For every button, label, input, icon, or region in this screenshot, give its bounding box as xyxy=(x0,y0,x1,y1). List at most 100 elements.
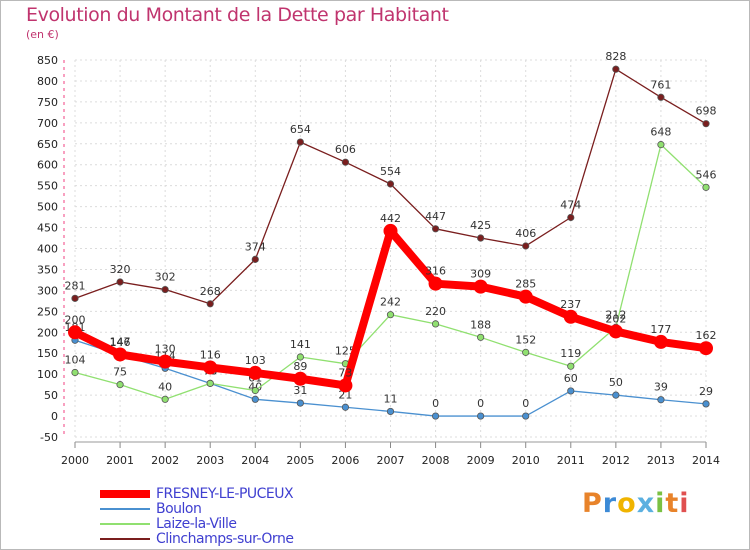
data-label-fresney-le-puceux: 200 xyxy=(65,313,86,326)
legend-item-clinchamps-sur-orne: Clinchamps-sur-Orne xyxy=(100,530,294,547)
data-label-laize-la-ville: 188 xyxy=(470,318,491,331)
data-label-clinchamps-sur-orne: 374 xyxy=(245,240,266,253)
data-point-clinchamps-sur-orne xyxy=(522,242,530,250)
data-point-fresney-le-puceux xyxy=(428,276,443,291)
data-point-fresney-le-puceux xyxy=(608,324,623,339)
legend-item-laize-la-ville: Laize-la-Ville xyxy=(100,515,293,532)
data-point-clinchamps-sur-orne xyxy=(296,138,304,146)
data-point-boulon xyxy=(296,399,304,407)
y-tick-label: -50 xyxy=(40,431,58,444)
y-tick-label: 100 xyxy=(37,368,58,381)
legend-swatch xyxy=(100,522,150,525)
data-label-clinchamps-sur-orne: 302 xyxy=(155,271,176,284)
legend-label: FRESNEY-LE-PUCEUX xyxy=(156,485,294,502)
y-tick-label: 750 xyxy=(37,96,58,109)
chart-unit-label: (en €) xyxy=(26,28,59,41)
data-label-boulon: 29 xyxy=(699,385,713,398)
data-point-laize-la-ville xyxy=(386,311,395,319)
y-tick-label: 150 xyxy=(37,347,58,360)
legend-label: Boulon xyxy=(156,500,202,517)
x-tick-label: 2002 xyxy=(151,454,179,467)
x-tick-label: 2003 xyxy=(196,454,224,467)
data-label-boulon: 60 xyxy=(564,372,578,385)
data-label-boulon: 11 xyxy=(384,392,398,405)
data-point-clinchamps-sur-orne xyxy=(386,180,395,188)
data-point-boulon xyxy=(477,412,485,420)
x-tick-label: 2010 xyxy=(512,454,540,467)
data-point-boulon xyxy=(431,412,440,420)
legend-swatch xyxy=(100,507,150,510)
data-point-clinchamps-sur-orne xyxy=(657,93,665,101)
data-label-fresney-le-puceux: 130 xyxy=(155,343,176,356)
data-label-laize-la-ville: 242 xyxy=(380,296,401,309)
data-point-boulon xyxy=(386,407,395,416)
data-point-fresney-le-puceux xyxy=(158,354,173,369)
data-point-clinchamps-sur-orne xyxy=(116,278,124,286)
y-tick-label: 850 xyxy=(37,54,58,67)
y-tick-label: 500 xyxy=(37,201,58,214)
data-point-fresney-le-puceux xyxy=(383,223,398,238)
data-point-laize-la-ville xyxy=(657,141,665,149)
data-label-fresney-le-puceux: 103 xyxy=(245,354,266,367)
data-label-laize-la-ville: 104 xyxy=(65,353,86,366)
data-label-boulon: 0 xyxy=(522,397,529,410)
data-point-laize-la-ville xyxy=(206,379,214,387)
data-point-clinchamps-sur-orne xyxy=(251,255,259,263)
data-point-laize-la-ville xyxy=(296,353,304,361)
data-label-clinchamps-sur-orne: 606 xyxy=(335,143,356,156)
data-label-fresney-le-puceux: 162 xyxy=(696,329,717,342)
x-tick-label: 2012 xyxy=(602,454,630,467)
data-label-clinchamps-sur-orne: 447 xyxy=(425,210,446,223)
y-tick-label: 450 xyxy=(37,222,58,235)
legend-swatch xyxy=(100,489,150,498)
data-point-boulon xyxy=(702,400,710,408)
data-point-clinchamps-sur-orne xyxy=(161,285,169,294)
data-point-boulon xyxy=(612,391,620,399)
data-label-clinchamps-sur-orne: 554 xyxy=(380,165,401,178)
data-label-clinchamps-sur-orne: 698 xyxy=(696,105,717,118)
y-tick-label: 250 xyxy=(37,305,58,318)
data-point-laize-la-ville xyxy=(702,183,710,191)
data-label-laize-la-ville: 141 xyxy=(290,338,311,351)
x-tick-label: 2011 xyxy=(557,454,585,467)
data-label-fresney-le-puceux: 442 xyxy=(380,212,401,225)
x-tick-label: 2005 xyxy=(286,454,314,467)
data-point-fresney-le-puceux xyxy=(68,325,82,340)
legend-label: Clinchamps-sur-Orne xyxy=(156,530,294,547)
data-point-clinchamps-sur-orne xyxy=(612,65,620,73)
x-tick-label: 2009 xyxy=(467,454,495,467)
y-tick-label: 0 xyxy=(51,410,58,423)
data-label-boulon: 0 xyxy=(432,397,439,410)
data-label-fresney-le-puceux: 285 xyxy=(515,278,536,291)
x-tick-label: 2007 xyxy=(377,454,405,467)
data-label-boulon: 0 xyxy=(477,397,484,410)
data-point-clinchamps-sur-orne xyxy=(341,158,350,166)
data-label-laize-la-ville: 40 xyxy=(158,380,172,393)
data-label-boulon: 39 xyxy=(654,381,668,394)
y-tick-label: 600 xyxy=(37,159,58,172)
data-label-fresney-le-puceux: 73 xyxy=(338,366,352,379)
data-point-fresney-le-puceux xyxy=(653,334,668,349)
data-point-laize-la-ville xyxy=(71,368,79,377)
logo-letter: i xyxy=(655,488,666,519)
data-point-laize-la-ville xyxy=(251,386,259,395)
data-label-fresney-le-puceux: 116 xyxy=(200,348,221,361)
logo-letter: o xyxy=(617,488,637,519)
data-label-fresney-le-puceux: 202 xyxy=(605,312,626,325)
y-tick-label: 800 xyxy=(37,75,58,88)
data-label-laize-la-ville: 119 xyxy=(560,347,581,360)
legend-label: Laize-la-Ville xyxy=(156,515,237,532)
proxiti-logo: Proxiti xyxy=(582,488,690,519)
y-tick-label: 650 xyxy=(37,138,58,151)
data-label-boulon: 50 xyxy=(609,376,623,389)
y-tick-label: 300 xyxy=(37,284,58,297)
x-tick-label: 2001 xyxy=(106,454,134,467)
data-point-fresney-le-puceux xyxy=(699,341,713,356)
data-label-laize-la-ville: 648 xyxy=(650,126,671,139)
y-tick-label: 400 xyxy=(37,243,58,256)
data-point-boulon xyxy=(567,387,575,395)
data-point-clinchamps-sur-orne xyxy=(206,300,214,308)
data-label-boulon: 31 xyxy=(293,384,307,397)
data-point-laize-la-ville xyxy=(522,348,530,356)
